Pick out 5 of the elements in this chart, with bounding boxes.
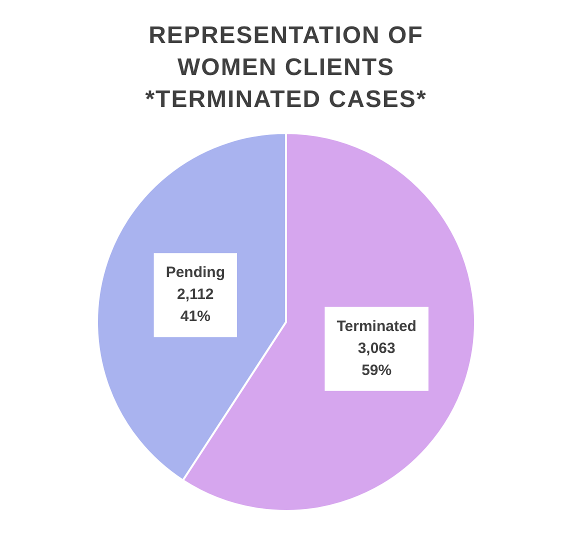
slice-label: Terminated	[336, 318, 416, 336]
data-label: 2,112 41%	[177, 286, 214, 326]
chart-title: REPRESENTATION OF WOMEN CLIENTS *TERMINATED CASES*	[144, 21, 428, 115]
data-label: 3,063 59%	[358, 340, 396, 380]
slice-label: Pending	[166, 264, 225, 282]
